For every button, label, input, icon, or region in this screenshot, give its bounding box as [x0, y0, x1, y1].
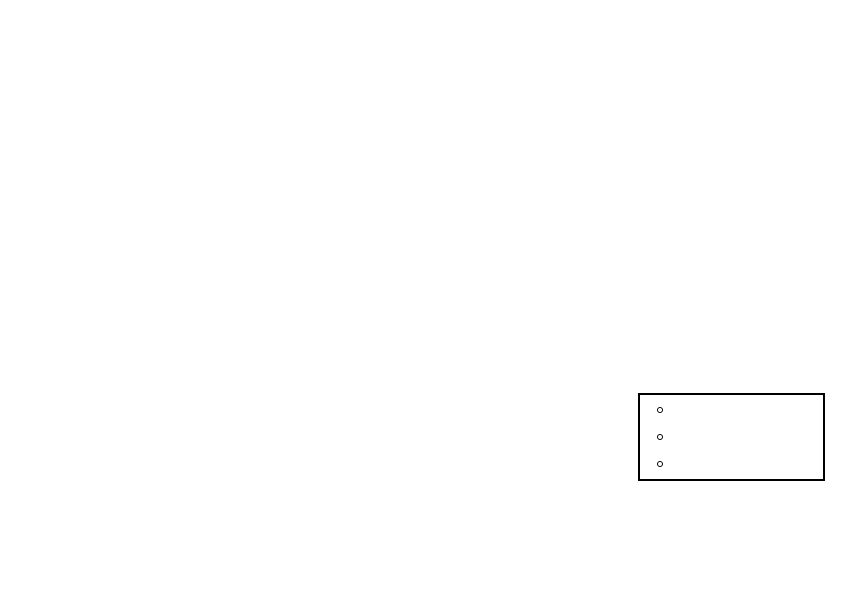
legend-marker-blue [648, 459, 672, 469]
legend-item-29-5m [640, 397, 823, 423]
legend-point-icon [657, 433, 663, 440]
legend-marker-green [648, 432, 672, 442]
legend-marker-red [648, 405, 672, 415]
legend-item-12-3m [640, 424, 823, 450]
legend-point-icon [657, 460, 663, 467]
legend-box [638, 393, 825, 481]
legend-point-icon [657, 407, 663, 414]
legend-item-1-6m [640, 451, 823, 477]
